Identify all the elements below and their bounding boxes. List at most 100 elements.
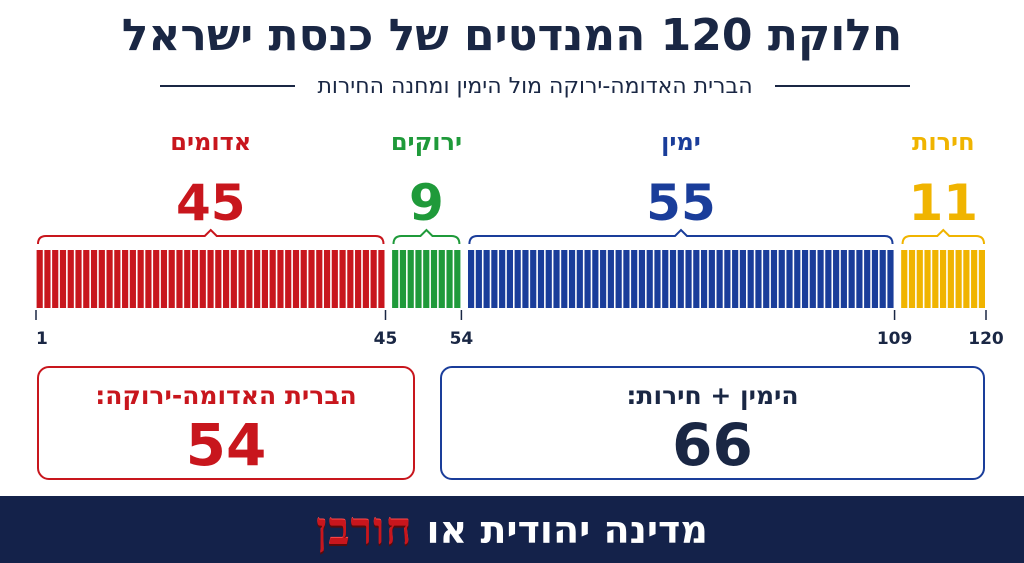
seat-bar-81 [669,250,677,308]
seat-bar-21 [191,250,199,308]
seat-bar-91 [747,250,754,308]
seat-bar-52 [438,250,445,308]
seat-bar-59 [499,250,506,308]
seat-bar-35 [300,250,307,308]
seat-bar-12 [122,250,129,308]
seat-bar-14 [137,250,144,308]
segment-name-3: חירות [912,128,975,156]
seat-bar-30 [261,250,268,308]
seat-bar-62 [522,250,529,308]
seat-bar-112 [916,250,923,308]
segment-value-2: 55 [646,174,716,232]
seat-bar-2 [44,250,51,308]
seat-bar-19 [176,250,183,308]
seat-bar-94 [770,250,778,308]
segment-bracket-0 [37,228,385,245]
seat-bar-67 [561,250,568,308]
seat-bar-49 [415,250,422,308]
seat-bar-107 [871,250,879,308]
subtitle-rule-left [160,85,296,87]
seat-bar-28 [246,250,253,308]
tick-label-3: 109 [877,329,913,349]
page-title: חלוקת 120 המנדטים של כנסת ישראל [121,10,903,61]
seat-bar-10 [106,250,113,308]
seat-bar-32 [277,250,284,308]
seat-bar-88 [724,250,731,308]
seat-bar-74 [615,250,622,308]
segment-value-3: 11 [908,174,978,232]
footer-slogan: מדינה יהודית או [426,507,708,552]
seat-bar-99 [809,250,816,308]
seat-bar-6 [75,250,82,308]
seat-bar-119 [971,250,978,308]
seat-bar-79 [654,250,661,308]
seat-bar-101 [825,250,832,308]
seat-bar-55 [468,250,475,308]
seat-bar-68 [568,250,576,308]
seat-bar-108 [879,250,886,308]
seat-bar-111 [908,250,916,308]
footer-banner: מדינה יהודית או חורבן [0,496,1024,563]
seat-bar-105 [856,250,863,308]
seat-bar-39 [331,250,338,308]
seat-bar-66 [553,250,560,308]
seat-bar-61 [514,250,521,308]
seat-bar-47 [399,250,407,308]
seat-bar-113 [924,250,931,308]
seat-bar-86 [708,250,715,308]
seat-bar-92 [755,250,762,308]
seat-bar-38 [323,250,331,308]
seat-bar-95 [778,250,785,308]
tick-label-0: 1 [36,329,48,349]
seat-bar-31 [269,250,276,308]
seat-bar-43 [362,250,369,308]
seat-bar-48 [407,250,414,308]
seat-bar-90 [739,250,746,308]
seat-bar-40 [339,250,346,308]
seat-bar-73 [607,250,614,308]
segment-name-0: אדומים [170,128,251,156]
seat-bar-4 [59,250,67,308]
seat-bar-115 [940,250,947,308]
footer-emphasis: חורבן [316,504,413,555]
seat-bar-34 [292,250,300,308]
red-green-alliance-value: 54 [185,411,267,479]
right-freedom-total-box: הימין + חירות: 66 [440,366,985,480]
seat-bar-27 [238,250,245,308]
seat-bar-89 [732,250,739,308]
segment-value-0: 45 [176,174,246,232]
seat-bar-5 [67,250,74,308]
red-green-alliance-label: הברית האדומה-ירוקה: [95,381,357,410]
seat-bar-56 [475,250,482,308]
seat-bar-83 [685,250,692,308]
segment-name-2: ימין [661,128,701,156]
seat-bar-80 [662,250,669,308]
seat-bar-7 [83,250,90,308]
seat-bar-70 [584,250,591,308]
seat-bar-103 [840,250,847,308]
right-freedom-value: 66 [672,411,753,479]
seat-bar-42 [355,250,362,308]
seat-bar-116 [947,250,954,308]
seat-bar-114 [932,250,939,308]
seat-bar-20 [184,250,191,308]
seat-bar-84 [693,250,700,308]
seat-bar-65 [545,250,552,308]
seat-bar-23 [207,250,214,308]
seat-bar-60 [506,250,513,308]
seat-bar-44 [370,250,377,308]
seat-bar-22 [199,250,206,308]
subtitle-row: הברית האדומה-ירוקה מול הימין ומחנה החירו… [160,70,910,102]
red-green-alliance-total-box: הברית האדומה-ירוקה: 54 [37,366,415,480]
seat-bar-15 [145,250,152,308]
segment-name-1: ירוקים [391,128,462,156]
tick-label-1: 45 [374,329,398,349]
seat-bar-69 [576,250,583,308]
seat-bar-25 [223,250,230,308]
segment-bracket-3 [901,228,985,245]
seat-bar-3 [52,250,59,308]
seat-bar-96 [786,250,793,308]
seat-bar-118 [963,250,970,308]
tick-label-4: 120 [968,329,1004,349]
right-freedom-label: הימין + חירות: [626,381,799,410]
